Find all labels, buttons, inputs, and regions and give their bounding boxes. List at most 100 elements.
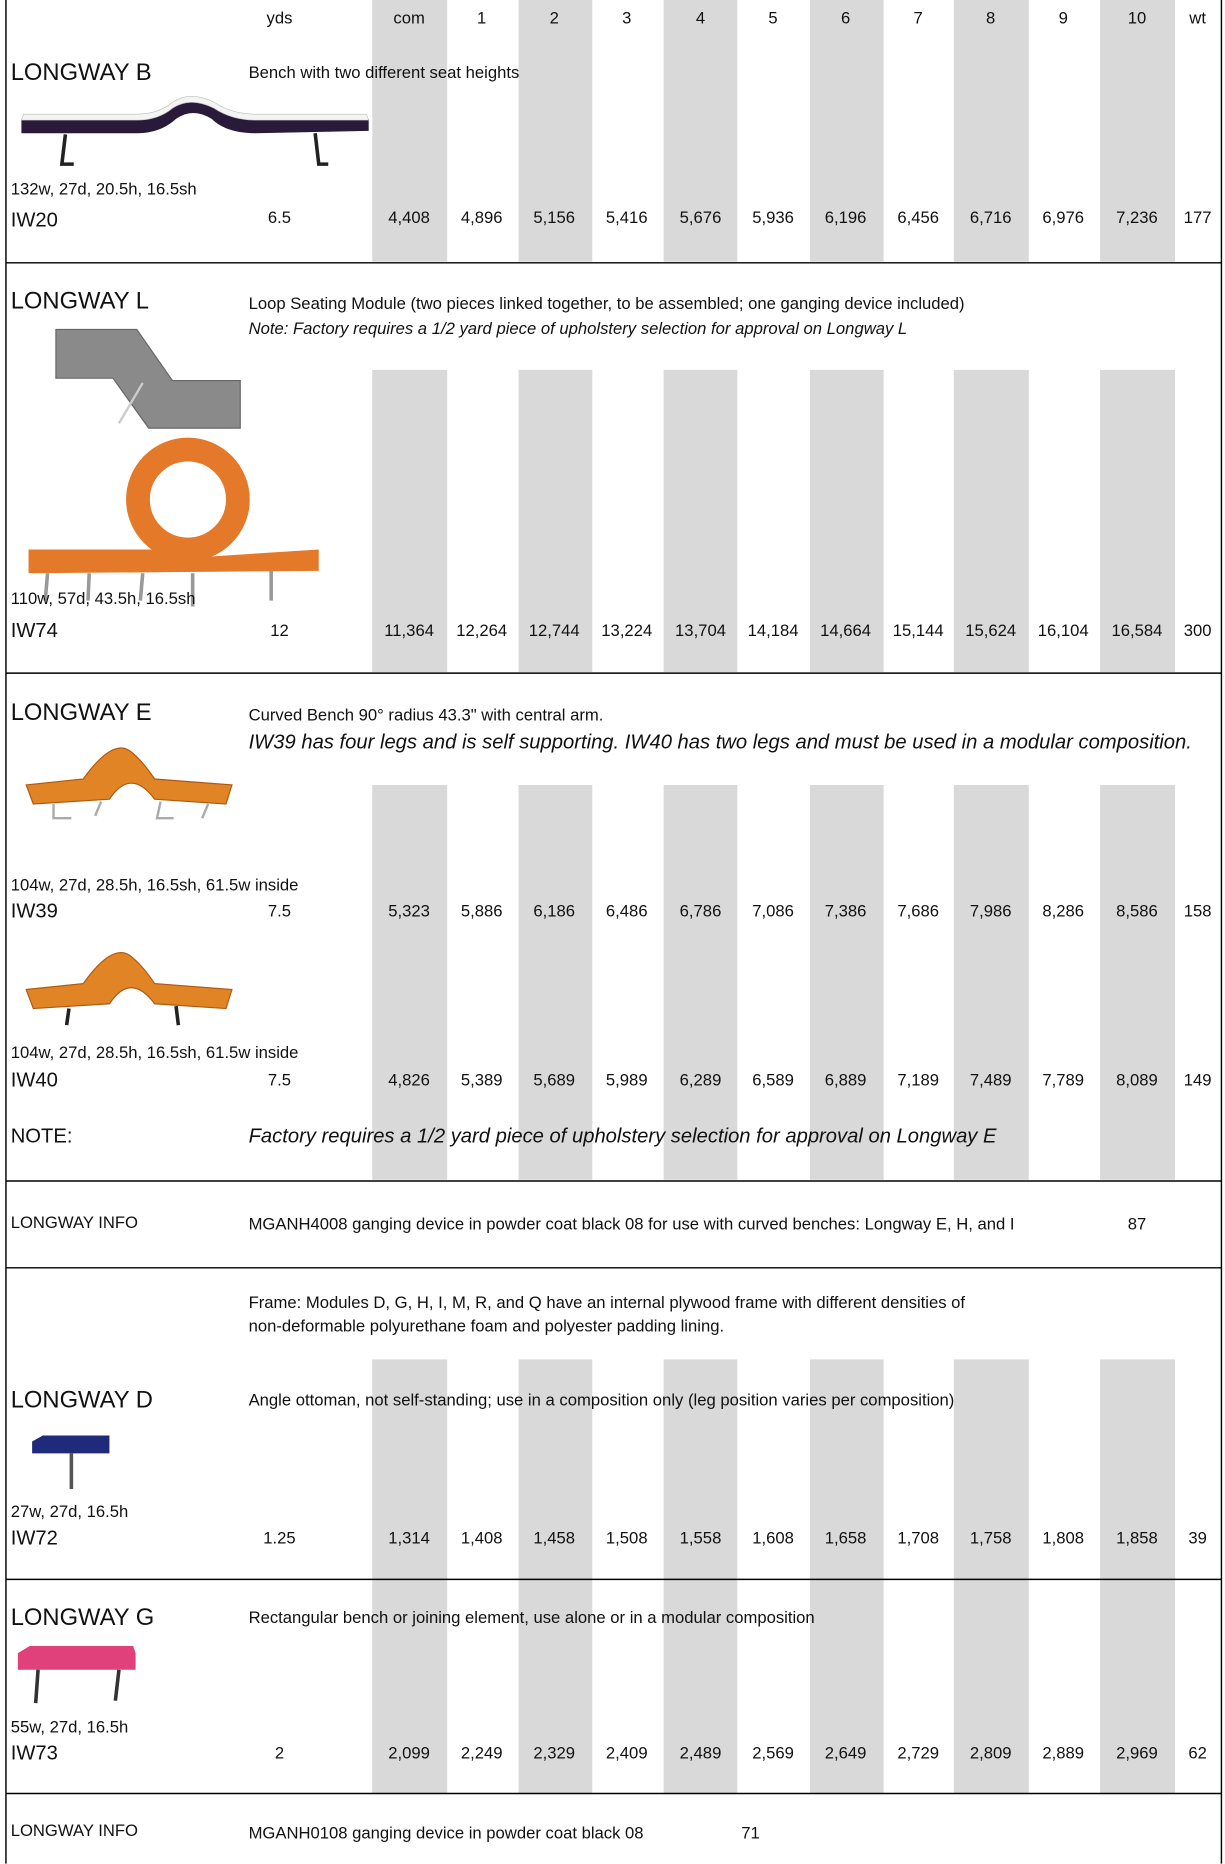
price-cell: 6,486 bbox=[606, 902, 648, 921]
column-band bbox=[809, 0, 884, 262]
section-title: LONGWAY INFO bbox=[11, 1821, 138, 1840]
price-cell: 1,558 bbox=[680, 1528, 722, 1547]
price-cell: 8,586 bbox=[1116, 902, 1158, 921]
column-header: 8 bbox=[986, 8, 995, 27]
weight: 71 bbox=[741, 1823, 760, 1842]
longway-d-image bbox=[32, 1435, 110, 1490]
price-cell: 12 bbox=[270, 621, 289, 640]
price-cell: 2,249 bbox=[461, 1744, 503, 1763]
column-band bbox=[518, 369, 593, 672]
column-header: 7 bbox=[914, 8, 923, 27]
column-header: 9 bbox=[1059, 8, 1068, 27]
price-cell: 11,364 bbox=[384, 621, 434, 640]
price-cell: 5,936 bbox=[752, 208, 794, 227]
price-cell: 1,314 bbox=[388, 1528, 430, 1547]
column-band bbox=[663, 0, 738, 262]
price-cell: 5,156 bbox=[533, 208, 575, 227]
product-code: IW72 bbox=[11, 1527, 58, 1549]
price-cell: 6,716 bbox=[970, 208, 1012, 227]
description: Curved Bench 90° radius 43.3" with centr… bbox=[249, 705, 604, 724]
price-cell: 6,976 bbox=[1042, 208, 1084, 227]
description: Rectangular bench or joining element, us… bbox=[249, 1608, 815, 1627]
price-cell: 7,789 bbox=[1042, 1070, 1084, 1089]
column-band bbox=[809, 369, 884, 672]
description: MGANH4008 ganging device in powder coat … bbox=[249, 1214, 1015, 1233]
price-cell: 7,686 bbox=[897, 902, 939, 921]
price-cell: 149 bbox=[1184, 1070, 1212, 1089]
price-cell: 6,196 bbox=[825, 208, 867, 227]
description: IW39 has four legs and is self supportin… bbox=[249, 732, 1192, 754]
dimensions: 104w, 27d, 28.5h, 16.5sh, 61.5w inside bbox=[11, 1043, 299, 1062]
longway-g-image bbox=[17, 1646, 136, 1704]
price-cell: 7.5 bbox=[268, 1070, 291, 1089]
price-cell: 1,808 bbox=[1042, 1528, 1084, 1547]
price-cell: 1,658 bbox=[825, 1528, 867, 1547]
price-cell: 13,704 bbox=[675, 621, 726, 640]
column-band bbox=[372, 0, 448, 262]
price-cell: 15,144 bbox=[893, 621, 944, 640]
dimensions: 110w, 57d, 43.5h, 16.5sh bbox=[11, 589, 196, 608]
frame-note: non-deformable polyurethane foam and pol… bbox=[249, 1317, 725, 1336]
dimensions: 27w, 27d, 16.5h bbox=[11, 1502, 129, 1521]
column-band bbox=[953, 0, 1029, 262]
description: MGANH0108 ganging device in powder coat … bbox=[249, 1823, 644, 1842]
column-band bbox=[953, 1359, 1029, 1794]
section-title: LONGWAY B bbox=[11, 59, 152, 86]
longway-l-image bbox=[28, 328, 319, 607]
price-cell: 2,409 bbox=[606, 1744, 648, 1763]
column-band bbox=[1100, 784, 1176, 1180]
price-cell: 8,286 bbox=[1042, 902, 1084, 921]
price-cell: 12,744 bbox=[529, 621, 580, 640]
price-cell: 4,826 bbox=[388, 1070, 430, 1089]
longway-b-image bbox=[20, 96, 370, 166]
column-band bbox=[518, 0, 593, 262]
price-cell: 6.5 bbox=[268, 208, 291, 227]
column-band bbox=[518, 1359, 593, 1794]
price-cell: 15,624 bbox=[965, 621, 1016, 640]
price-cell: 6,889 bbox=[825, 1070, 867, 1089]
price-cell: 7,386 bbox=[825, 902, 867, 921]
column-band bbox=[372, 369, 448, 672]
column-band bbox=[1100, 1359, 1176, 1794]
column-header: 3 bbox=[622, 8, 631, 27]
column-header: 5 bbox=[768, 8, 777, 27]
price-cell: 4,408 bbox=[388, 208, 430, 227]
price-cell: 6,786 bbox=[680, 902, 722, 921]
price-cell: 1.25 bbox=[263, 1528, 295, 1547]
column-band bbox=[663, 1359, 738, 1794]
section-title: LONGWAY D bbox=[11, 1386, 153, 1413]
description: Loop Seating Module (two pieces linked t… bbox=[249, 294, 965, 313]
price-cell: 7,236 bbox=[1116, 208, 1158, 227]
price-cell: 300 bbox=[1184, 621, 1212, 640]
price-cell: 1,758 bbox=[970, 1528, 1012, 1547]
price-cell: 2,099 bbox=[388, 1744, 430, 1763]
price-cell: 7,086 bbox=[752, 902, 794, 921]
price-cell: 6,186 bbox=[533, 902, 575, 921]
column-band bbox=[518, 784, 593, 1180]
price-cell: 1,408 bbox=[461, 1528, 503, 1547]
price-cell: 1,458 bbox=[533, 1528, 575, 1547]
product-images bbox=[17, 96, 370, 1704]
column-header: wt bbox=[1188, 8, 1206, 27]
section-title: LONGWAY E bbox=[11, 699, 152, 726]
column-header: com bbox=[393, 8, 424, 27]
product-code: IW39 bbox=[11, 901, 58, 923]
weight: 87 bbox=[1128, 1214, 1147, 1233]
price-cell: 2,649 bbox=[825, 1744, 867, 1763]
price-cell: 2,329 bbox=[533, 1744, 575, 1763]
price-cell: 4,896 bbox=[461, 208, 503, 227]
price-cell: 16,104 bbox=[1038, 621, 1089, 640]
longway-e-iw39-image bbox=[25, 747, 233, 820]
price-cell: 5,886 bbox=[461, 902, 503, 921]
frame-note: Frame: Modules D, G, H, I, M, R, and Q h… bbox=[249, 1293, 966, 1312]
price-cell: 5,676 bbox=[680, 208, 722, 227]
price-cell: 16,584 bbox=[1112, 621, 1163, 640]
price-cell: 1,708 bbox=[897, 1528, 939, 1547]
price-cell: 14,184 bbox=[748, 621, 799, 640]
column-band bbox=[663, 369, 738, 672]
note-label: NOTE: bbox=[11, 1125, 73, 1147]
price-cell: 1,508 bbox=[606, 1528, 648, 1547]
price-cell: 1,858 bbox=[1116, 1528, 1158, 1547]
